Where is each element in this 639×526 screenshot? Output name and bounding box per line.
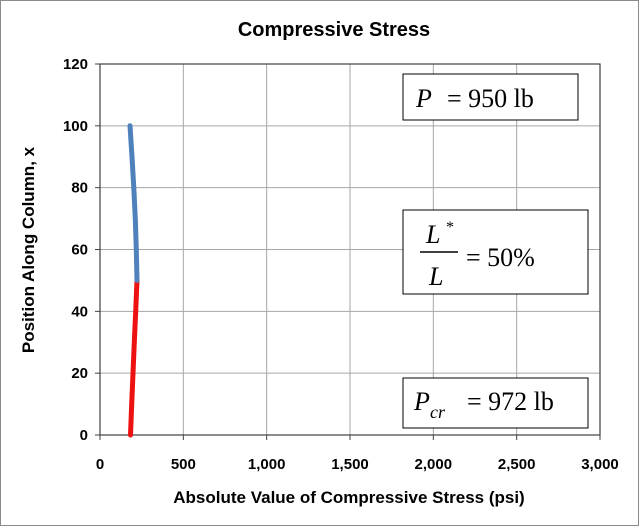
critical-load-annotation: P cr = 972 lb	[402, 377, 589, 429]
critical-load-value: = 972 lb	[467, 387, 554, 416]
y-tick-label: 60	[71, 242, 88, 259]
series-layer	[127, 123, 140, 438]
x-tick-label: 500	[171, 456, 196, 473]
ratio-numerator: L	[425, 220, 440, 249]
y-tick-label: 100	[63, 118, 88, 135]
load-value: = 950 lb	[447, 84, 534, 113]
y-axis-ticks: 0 20 40 60 80 100 120	[63, 56, 100, 444]
x-axis-ticks: 0 500 1,000 1,500 2,000 2,500 3,000	[96, 435, 619, 473]
critical-load-box	[402, 377, 589, 429]
x-tick-label: 3,000	[581, 456, 619, 473]
x-tick-label: 2,500	[498, 456, 536, 473]
load-annotation: P = 950 lb	[402, 73, 579, 121]
y-tick-label: 40	[71, 303, 88, 320]
y-axis-label: Position Along Column, x	[19, 146, 38, 353]
y-tick-label: 0	[80, 427, 88, 444]
x-tick-label: 2,000	[415, 456, 453, 473]
x-tick-label: 0	[96, 456, 104, 473]
x-axis-label: Absolute Value of Compressive Stress (ps…	[173, 488, 524, 507]
x-tick-label: 1,500	[331, 456, 369, 473]
series-line-1	[128, 277, 140, 438]
load-symbol: P	[415, 84, 432, 113]
critical-load-subscript: cr	[430, 402, 446, 422]
ratio-value: = 50%	[466, 243, 535, 272]
y-tick-label: 80	[71, 180, 88, 197]
critical-load-symbol: P	[413, 387, 430, 416]
ratio-superscript: *	[446, 219, 454, 236]
chart-title: Compressive Stress	[238, 19, 430, 41]
ratio-denominator: L	[428, 262, 443, 291]
x-tick-label: 1,000	[248, 456, 286, 473]
series-line-2	[127, 123, 140, 283]
y-tick-label: 20	[71, 365, 88, 382]
load-annotation-box	[402, 73, 579, 121]
y-tick-label: 120	[63, 56, 88, 73]
ratio-annotation: L * L = 50%	[402, 209, 589, 295]
